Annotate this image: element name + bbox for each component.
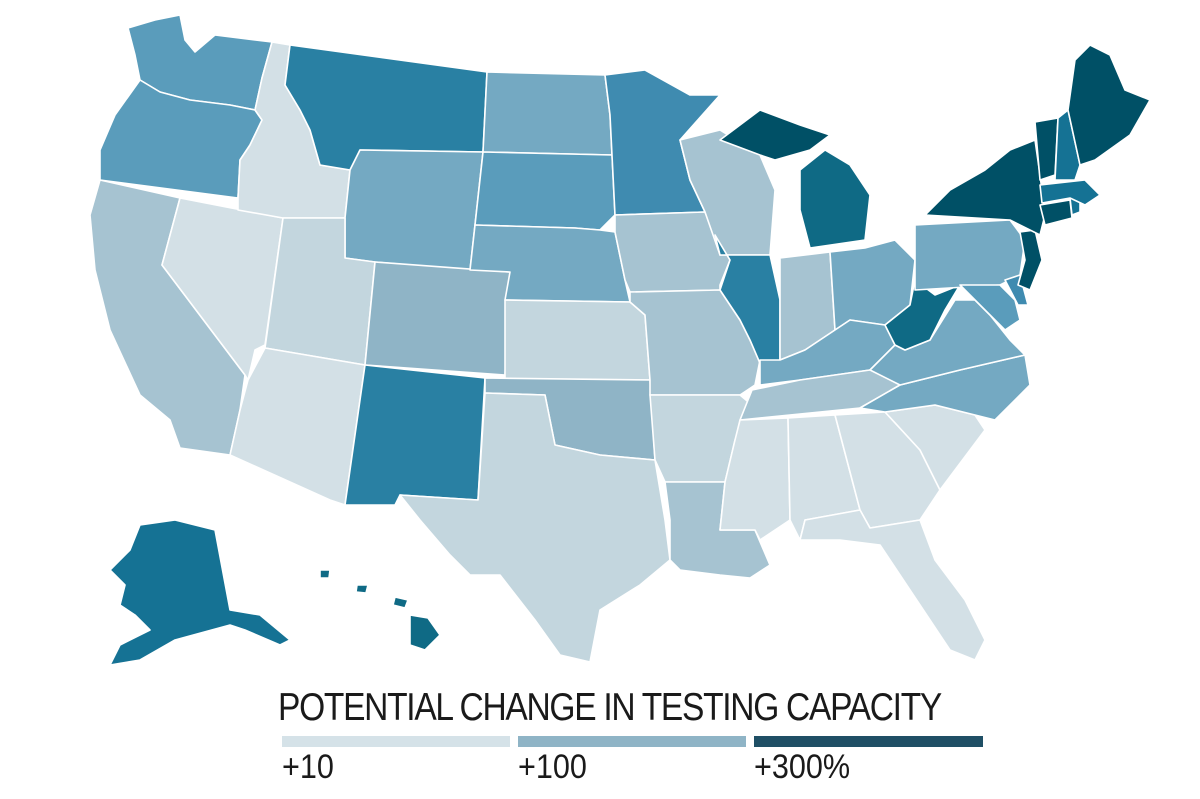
legend-bar-mid	[518, 736, 746, 747]
state-hawaii-kauai	[319, 569, 331, 579]
state-south-dakota	[474, 151, 616, 231]
legend-bar-high	[754, 736, 983, 747]
legend-title: POTENTIAL CHANGE IN TESTING CAPACITY	[278, 686, 942, 729]
legend-label-high: +300%	[754, 748, 851, 786]
state-florida	[799, 509, 986, 661]
state-nebraska	[469, 224, 631, 303]
state-michigan-upper	[719, 109, 831, 161]
state-wyoming	[344, 149, 484, 271]
legend-bar-low	[282, 736, 510, 747]
state-hawaii-oahu	[355, 584, 369, 594]
legend-label-mid: +100	[518, 748, 587, 786]
state-delaware	[1004, 274, 1029, 306]
state-hawaii-maui	[392, 596, 409, 609]
state-north-dakota	[482, 71, 613, 156]
state-connecticut	[1039, 199, 1073, 226]
state-new-hampshire	[1054, 109, 1081, 181]
state-maryland	[959, 284, 1021, 331]
state-colorado	[364, 261, 511, 376]
state-maine	[1067, 44, 1151, 166]
legend-label-low: +10	[282, 748, 334, 786]
state-texas	[399, 392, 671, 663]
state-michigan-lower	[799, 149, 871, 249]
state-massachusetts	[1039, 179, 1101, 206]
state-kansas	[504, 299, 651, 381]
state-west-virginia	[884, 279, 961, 351]
state-alaska	[109, 519, 291, 666]
state-hawaii-big-island	[409, 614, 441, 651]
state-vermont	[1034, 117, 1059, 181]
state-illinois	[714, 234, 781, 376]
state-new-mexico	[344, 364, 486, 506]
